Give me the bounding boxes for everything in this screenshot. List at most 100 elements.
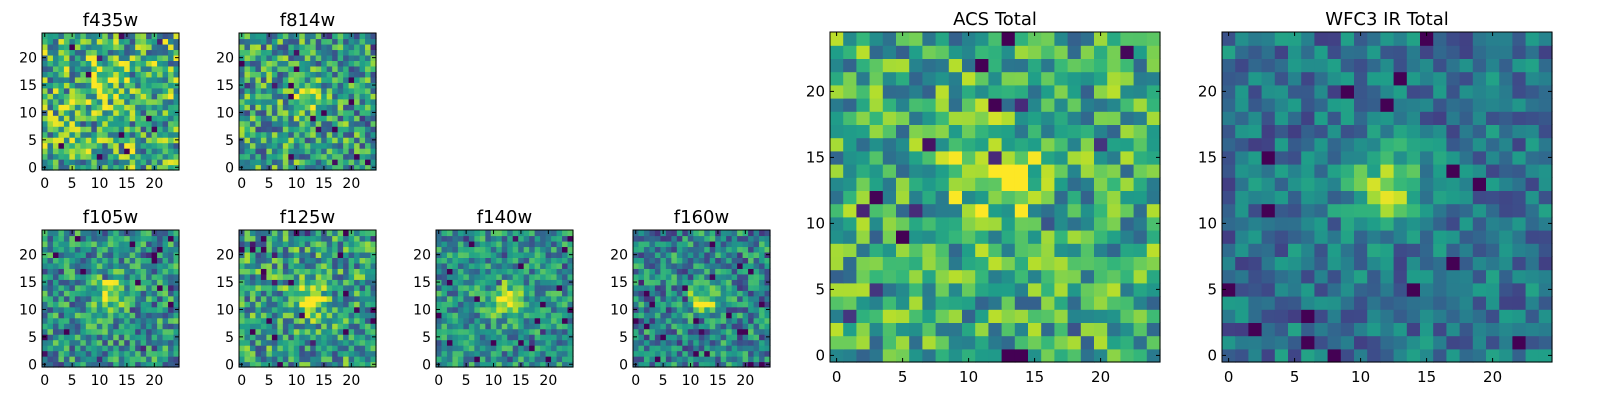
heatmap-cell bbox=[107, 350, 114, 357]
heatmap-cell bbox=[742, 279, 749, 286]
heatmap-cell bbox=[118, 279, 125, 286]
heatmap-cell bbox=[1054, 150, 1069, 165]
heatmap-cell bbox=[140, 345, 147, 352]
heatmap-cell bbox=[441, 284, 448, 291]
heatmap-cell bbox=[1041, 256, 1055, 271]
heatmap-cell bbox=[135, 54, 142, 61]
heatmap-cell bbox=[42, 159, 49, 166]
heatmap-cell bbox=[113, 131, 120, 138]
heatmap-cell bbox=[843, 309, 857, 323]
heatmap-cell bbox=[91, 126, 98, 133]
heatmap-cell bbox=[277, 273, 284, 280]
heatmap-cell bbox=[354, 43, 361, 51]
heatmap-cell bbox=[288, 38, 295, 45]
heatmap-cell bbox=[948, 348, 963, 363]
heatmap-cell bbox=[715, 295, 722, 302]
heatmap-cell bbox=[551, 251, 558, 258]
heatmap-cell bbox=[326, 284, 333, 291]
heatmap-cell bbox=[518, 279, 525, 286]
heatmap-cell bbox=[249, 230, 257, 237]
heatmap-cell bbox=[856, 45, 871, 59]
heatmap-cell bbox=[348, 104, 355, 111]
heatmap-cell bbox=[102, 306, 109, 313]
heatmap-cell bbox=[436, 317, 443, 324]
heatmap-cell bbox=[682, 356, 689, 363]
heatmap-cell bbox=[1525, 335, 1540, 350]
heatmap-cell bbox=[299, 82, 306, 89]
heatmap-cell bbox=[359, 356, 366, 363]
heatmap-cell bbox=[935, 164, 950, 178]
heatmap-cell bbox=[168, 317, 175, 324]
heatmap-cell bbox=[255, 312, 262, 319]
heatmap-cell bbox=[534, 323, 541, 330]
heatmap-cell bbox=[310, 148, 317, 155]
heatmap-cell bbox=[1133, 256, 1148, 271]
heatmap-cell bbox=[277, 334, 284, 341]
heatmap-cell bbox=[671, 295, 678, 302]
heatmap-cell bbox=[74, 93, 81, 100]
heatmap-cell bbox=[1314, 243, 1329, 257]
heatmap-cell bbox=[441, 290, 448, 297]
heatmap-cell bbox=[288, 148, 295, 155]
heatmap-cell bbox=[277, 284, 284, 291]
heatmap-cell bbox=[315, 76, 322, 83]
heatmap-cell bbox=[266, 131, 273, 138]
heatmap-cell bbox=[157, 235, 164, 242]
heatmap-cell bbox=[1028, 256, 1042, 271]
heatmap-cell bbox=[687, 339, 694, 346]
heatmap-cell bbox=[709, 279, 716, 286]
heatmap-cell bbox=[633, 262, 640, 269]
heatmap-cell bbox=[759, 350, 766, 357]
heatmap-cell bbox=[922, 282, 937, 297]
heatmap-cell bbox=[168, 93, 175, 100]
heatmap-cell bbox=[540, 273, 547, 280]
heatmap-cell bbox=[1107, 58, 1121, 73]
heatmap-cell bbox=[326, 240, 333, 248]
heatmap-cell bbox=[975, 216, 989, 231]
heatmap-cell bbox=[310, 328, 317, 335]
heatmap-cell bbox=[1446, 322, 1461, 337]
heatmap-cell bbox=[244, 60, 251, 67]
heatmap-cell bbox=[354, 273, 361, 280]
heatmap-cell bbox=[649, 257, 656, 264]
heatmap-cell bbox=[843, 124, 857, 139]
heatmap-cell bbox=[157, 33, 164, 40]
heatmap-cell bbox=[1301, 335, 1315, 350]
heatmap-cell bbox=[310, 82, 317, 89]
heatmap-cell bbox=[1067, 230, 1082, 244]
heatmap-cell bbox=[107, 115, 114, 122]
heatmap-cell bbox=[1067, 335, 1082, 350]
heatmap-cell bbox=[737, 323, 744, 330]
heatmap-cell bbox=[468, 312, 475, 319]
heatmap-cell bbox=[91, 356, 98, 363]
heatmap-cell bbox=[463, 345, 470, 352]
heatmap-cell bbox=[1261, 243, 1276, 257]
heatmap-cell bbox=[496, 257, 503, 264]
heatmap-cell bbox=[91, 76, 98, 83]
heatmap-cell bbox=[118, 240, 125, 248]
heatmap-cell bbox=[277, 257, 284, 264]
heatmap-cell bbox=[1261, 348, 1276, 363]
heatmap-cell bbox=[562, 306, 569, 313]
heatmap-cell bbox=[118, 148, 125, 155]
heatmap-cell bbox=[441, 323, 448, 330]
heatmap-cell bbox=[687, 246, 694, 253]
heatmap-cell bbox=[326, 312, 333, 319]
heatmap-cell bbox=[63, 120, 70, 127]
heatmap-cell bbox=[1028, 296, 1042, 310]
heatmap-cell bbox=[266, 93, 273, 100]
heatmap-cell bbox=[1446, 335, 1461, 350]
heatmap-cell bbox=[343, 345, 350, 352]
heatmap-cell bbox=[474, 334, 481, 341]
heatmap-cell bbox=[896, 98, 910, 112]
heatmap-cell bbox=[47, 164, 54, 171]
heatmap-cell bbox=[244, 240, 251, 248]
heatmap-cell bbox=[299, 120, 306, 127]
heatmap-cell bbox=[266, 82, 273, 89]
heatmap-cell bbox=[266, 240, 273, 248]
heatmap-cell bbox=[1486, 164, 1500, 178]
heatmap-cell bbox=[124, 246, 131, 253]
heatmap-cell bbox=[452, 268, 459, 275]
heatmap-cell bbox=[737, 350, 744, 357]
heatmap-cell bbox=[107, 148, 114, 155]
